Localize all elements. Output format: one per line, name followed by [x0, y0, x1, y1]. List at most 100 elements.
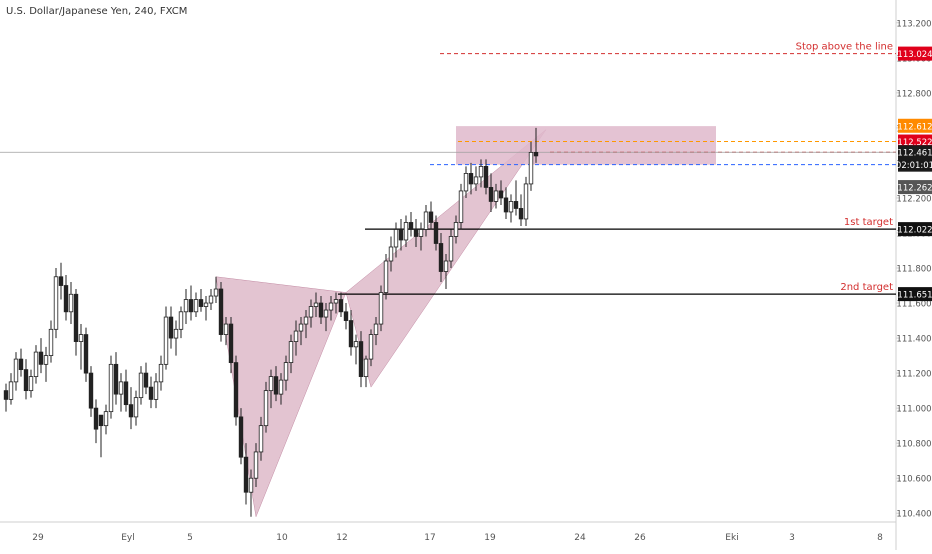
candle [498, 180, 504, 205]
candle [83, 327, 89, 382]
candle [393, 222, 399, 258]
annotation-1: 1st target [844, 217, 893, 228]
candle-body-down [468, 173, 474, 185]
candle-body-down [428, 211, 434, 223]
y-tick-label: 113.200 [896, 19, 931, 29]
candle-body-down [113, 363, 119, 395]
candle-body-up [8, 381, 14, 400]
candle [268, 369, 274, 409]
candle [468, 162, 474, 195]
price-tag-7: 111.651 [897, 291, 932, 301]
candle-body-up [323, 309, 329, 318]
candle-body-up [13, 358, 19, 383]
candle-body-up [328, 302, 334, 311]
candle [508, 194, 514, 223]
candle-body-up [368, 334, 374, 360]
candle-body-down [58, 276, 64, 286]
candle-body-up [78, 334, 84, 342]
candle-body-up [53, 276, 59, 330]
candle [128, 387, 134, 430]
candle-body-up [108, 363, 114, 413]
candle-body-up [48, 328, 54, 356]
y-tick-label: 110.600 [896, 475, 931, 485]
candle-body-down [513, 201, 519, 209]
price-tag-2: 112.522 [897, 138, 932, 148]
candle-body-down [488, 187, 494, 202]
prz-box [456, 126, 716, 165]
candle-body-up [453, 222, 459, 237]
candle [458, 183, 464, 230]
x-tick-label: 3 [789, 533, 795, 543]
candle-body-up [158, 363, 164, 383]
candle-body-down [188, 299, 194, 313]
chart-title: U.S. Dollar/Japanese Yen, 240, FXCM [6, 6, 188, 17]
candle [133, 390, 139, 426]
candle-body-down [433, 222, 439, 244]
candle [263, 381, 269, 433]
candle [73, 289, 79, 356]
candle [513, 180, 519, 216]
candle-body-up [308, 306, 314, 318]
candle [253, 443, 259, 487]
candle [523, 176, 529, 226]
candle-body-down [398, 229, 404, 241]
candle [108, 355, 114, 419]
candle-body-up [493, 190, 499, 202]
candle [278, 373, 284, 405]
price-tag-bg-1 [898, 118, 932, 133]
candle [103, 404, 109, 435]
candle-body-up [523, 183, 529, 220]
x-tick-label: 12 [336, 533, 347, 543]
candle [428, 201, 434, 230]
candle [343, 303, 349, 330]
candle-body-down [93, 407, 99, 430]
candle [8, 373, 14, 405]
x-tick-label: 26 [634, 533, 646, 543]
candle-body-up [363, 358, 369, 378]
candle-body-down [73, 293, 79, 342]
price-tag-0: 113.024 [897, 50, 932, 60]
candle [388, 236, 394, 272]
x-tick-label: 29 [32, 533, 44, 543]
candle [118, 373, 124, 412]
candle-body-up [283, 362, 289, 381]
candle-body-up [138, 372, 144, 399]
candle [233, 355, 239, 426]
candle-body-down [218, 288, 224, 335]
candle-body-down [148, 386, 154, 400]
candle [243, 443, 249, 505]
candle-body-up [473, 176, 479, 185]
candle-body-up [43, 355, 49, 365]
candle-body-up [118, 381, 124, 395]
candle-body-up [268, 376, 274, 392]
candle-body-down [243, 456, 249, 493]
candle [378, 285, 384, 332]
candle-body-down [318, 302, 324, 318]
y-tick-label: 111.200 [896, 370, 931, 380]
price-tag-bg-0 [898, 46, 932, 61]
candle [528, 141, 534, 191]
y-tick-label: 112.200 [896, 194, 931, 204]
candle [323, 303, 329, 332]
candle-body-up [263, 390, 269, 427]
candle [183, 289, 189, 325]
candle-body-up [303, 316, 309, 325]
candle [288, 334, 294, 374]
y-tick-label: 110.400 [896, 510, 931, 520]
candle [293, 320, 299, 356]
candle [88, 366, 94, 417]
candle [303, 310, 309, 339]
price-tag-bg-2 [898, 134, 932, 149]
candle-body-up [133, 397, 139, 418]
candle-body-down [98, 414, 104, 427]
candle [433, 215, 439, 251]
candle-body-up [298, 323, 304, 332]
candle-body-up [288, 341, 294, 363]
candle-body-up [183, 299, 189, 313]
candle-body-down [88, 372, 94, 409]
candle [43, 346, 49, 382]
candle-body-up [418, 229, 424, 237]
candle-body-down [228, 323, 234, 363]
x-tick-label: 8 [877, 533, 883, 543]
